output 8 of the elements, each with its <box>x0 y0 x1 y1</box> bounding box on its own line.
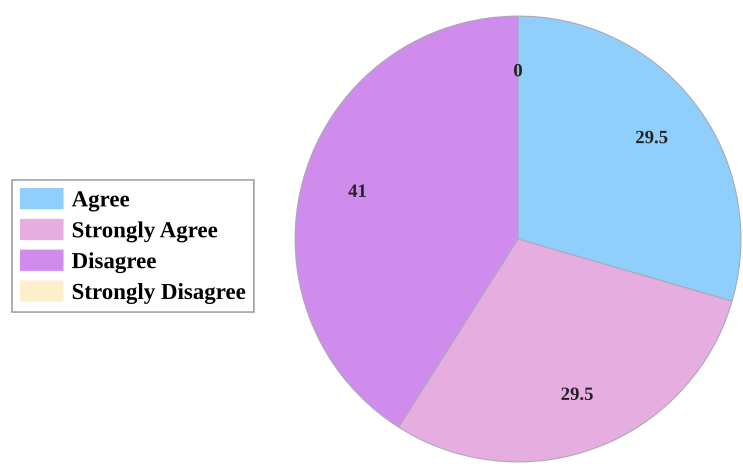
legend-label: Strongly Agree <box>72 221 218 242</box>
data-label: 41 <box>348 184 366 197</box>
data-label: 29.5 <box>561 387 593 400</box>
data-label: 29.5 <box>636 130 668 144</box>
legend-label: Disagree <box>72 252 156 274</box>
legend-label: Strongly Disagree <box>72 283 246 304</box>
text: 0 <box>514 64 522 77</box>
legend-label: Agree <box>72 191 130 212</box>
